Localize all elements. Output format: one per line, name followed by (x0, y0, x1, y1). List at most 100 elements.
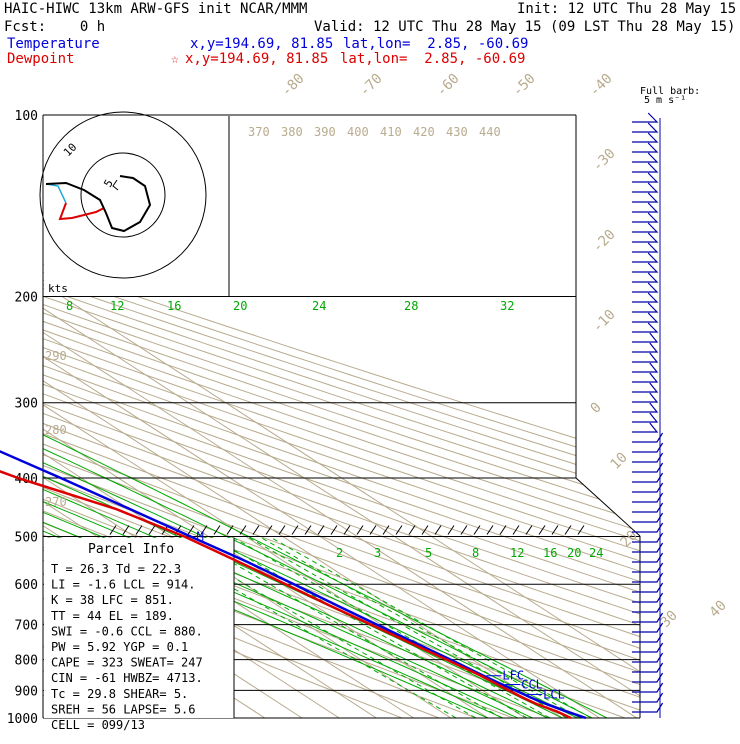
hatch-mark (213, 525, 221, 535)
moist-label: 32 (500, 299, 514, 313)
wind-barb (632, 322, 659, 333)
wind-barb (632, 112, 659, 123)
parcel-info-row: Tc = 29.8 SHEAR= 5. (51, 687, 188, 701)
dry-adiabat (43, 115, 640, 718)
dry-adiabat (43, 115, 640, 718)
dewpoint-legend: Dewpoint (7, 51, 74, 67)
wind-barb (632, 532, 664, 543)
pressure-label-100: 100 (15, 109, 38, 124)
hatch-mark (525, 525, 533, 535)
mixing-ratio-label: 24 (589, 546, 603, 560)
star-icon: ☆ (171, 52, 179, 67)
parcel-info-row: TT = 44 EL = 189. (51, 609, 174, 623)
parcel-info-box (44, 538, 234, 718)
wind-barb (632, 452, 664, 463)
isotherm-line (43, 115, 563, 718)
hatch-mark (109, 525, 117, 535)
hodograph-ring-inner (80, 152, 166, 238)
wind-barb (632, 192, 659, 203)
temperature-legend: Temperature (7, 36, 100, 52)
dry-adiabat (43, 115, 640, 718)
wind-barb (632, 172, 659, 183)
wind-barb (632, 592, 664, 603)
wind-barb (632, 402, 659, 413)
wind-barb (632, 502, 664, 513)
theta-label: 430 (446, 125, 468, 139)
dry-adiabat (43, 115, 640, 718)
moist-label: 28 (404, 299, 418, 313)
wind-barb (632, 222, 659, 233)
hatch-mark (421, 525, 429, 535)
dry-adiabat (43, 115, 640, 718)
hatch-mark (226, 525, 234, 535)
isotherm-line (43, 115, 452, 718)
pressure-label-800: 800 (15, 654, 38, 669)
barb-legend-title: Full barb: (640, 86, 700, 97)
hatch-mark (122, 525, 130, 535)
parcel-info-row: CAPE = 323 SWEAT= 247 (51, 656, 203, 670)
dry-adiabat (43, 115, 640, 718)
hatch-mark (369, 525, 377, 535)
mixing-ratio-line (231, 536, 551, 718)
mixing-ratio-line (269, 536, 592, 718)
isotherm-line (43, 115, 638, 718)
wind-barb (632, 412, 659, 423)
frame-diagonal (575, 477, 641, 537)
theta-label: 420 (413, 125, 435, 139)
theta-label: 410 (380, 125, 402, 139)
hodograph-units: kts (48, 282, 68, 295)
moist-label: 16 (167, 299, 181, 313)
wind-barb (632, 392, 659, 403)
theta-label: 390 (314, 125, 336, 139)
wind-barb (632, 422, 659, 433)
hatch-mark (551, 525, 559, 535)
theta-label: 440 (479, 125, 501, 139)
wind-barb (632, 562, 664, 573)
parcel-info-title: Parcel Info (88, 542, 174, 557)
hatch-mark (317, 525, 325, 535)
mixing-ratio-line (258, 536, 581, 718)
barb-legend-units: 5 m s⁻¹ (644, 95, 686, 106)
pressure-label-700: 700 (15, 619, 38, 634)
dry-adiabat (43, 115, 640, 718)
dry-adiabat (43, 115, 640, 718)
dry-adiabat (43, 115, 640, 718)
mixing-ratio-label: 3 (374, 546, 381, 560)
hatch-mark (486, 525, 494, 535)
mixing-ratio-line (210, 536, 528, 718)
wind-barb (632, 372, 659, 383)
dry-adiabat (43, 115, 435, 718)
wind-barb (632, 302, 659, 313)
hatch-mark (343, 525, 351, 535)
isotherm-line (43, 115, 640, 718)
wind-barb (632, 662, 664, 673)
parcel-info-row: LI = -1.6 LCL = 914. (51, 578, 196, 592)
theta-label: 400 (347, 125, 369, 139)
wind-barb (632, 142, 659, 153)
parcel-info-row: PW = 5.92 YGP = 0.1 (51, 640, 188, 654)
isotherm-line (43, 115, 526, 718)
wind-barb (632, 152, 659, 163)
pressure-label-300: 300 (15, 397, 38, 412)
pressure-label-200: 200 (15, 291, 38, 306)
wind-barb (632, 362, 659, 373)
moist-label: 12 (110, 299, 124, 313)
pressure-label-600: 600 (15, 578, 38, 593)
wind-barb (632, 232, 659, 243)
theta-label: 380 (281, 125, 303, 139)
hatch-mark (356, 525, 364, 535)
wind-barb (632, 182, 659, 193)
pressure-label-500: 500 (15, 530, 38, 545)
dry-adiabat (43, 115, 640, 718)
dewpoint-latlon: lat,lon= 2.85, -60.69 (340, 51, 525, 67)
hatch-mark (538, 525, 546, 535)
hatch-mark (330, 525, 338, 535)
dewpoint-xy: x,y=194.69, 81.85 (185, 51, 328, 67)
marker-lfc: LFC (502, 669, 524, 683)
moist-label: 20 (233, 299, 247, 313)
hatch-mark (434, 525, 442, 535)
wind-barb (632, 702, 664, 713)
mixing-ratio-label: 20 (567, 546, 581, 560)
hatch-mark (265, 525, 273, 535)
